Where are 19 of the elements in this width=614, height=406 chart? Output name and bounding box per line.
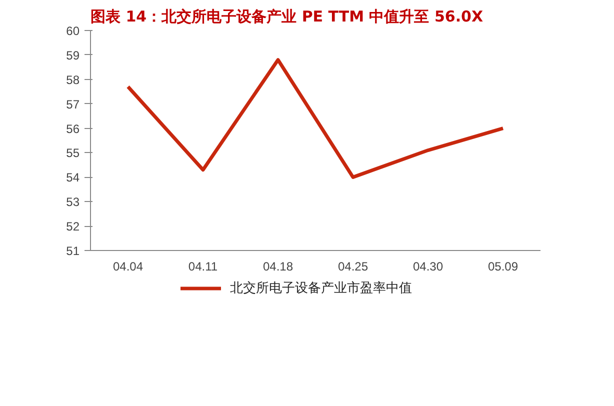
- y-tick-label: 55: [66, 146, 80, 160]
- x-tick-label: 04.04: [112, 260, 144, 274]
- line-series: [126, 58, 505, 179]
- y-tick-label: 52: [66, 220, 80, 234]
- x-tick-label: 05.09: [488, 260, 518, 274]
- chart-title: 图表 14：北交所电子设备产业 PE TTM 中值升至 56.0X: [90, 8, 484, 26]
- y-tick-label: 56: [66, 122, 80, 136]
- y-tick-label: 57: [66, 97, 80, 112]
- y-tick-label: 60: [66, 24, 80, 38]
- x-tick-label: 04.18: [262, 260, 294, 274]
- y-tick-label: 53: [66, 195, 80, 210]
- legend-label: 北交所电子设备产业市盈率中值: [230, 280, 412, 296]
- x-tick-label: 04.25: [338, 260, 368, 274]
- y-tick-label: 51: [66, 244, 80, 258]
- x-tick-label: 04.11: [188, 260, 218, 274]
- y-tick-label: 54: [66, 170, 80, 185]
- x-tick-label: 04.30: [412, 260, 444, 274]
- y-tick-label: 58: [66, 72, 80, 87]
- y-tick-label: 59: [66, 48, 80, 62]
